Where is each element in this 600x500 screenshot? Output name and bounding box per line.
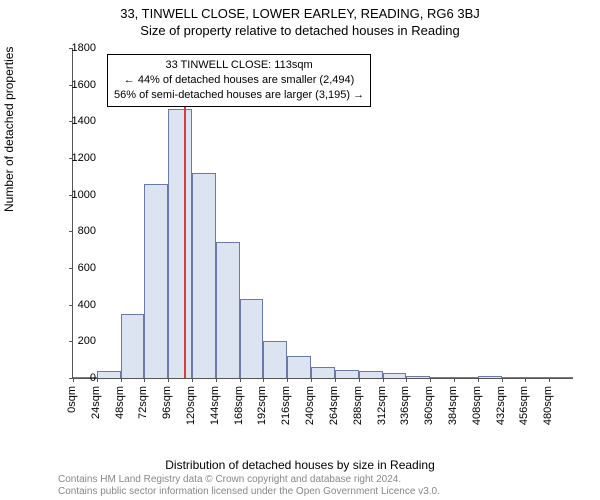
xtick-mark [97, 378, 98, 382]
histogram-bar [525, 377, 549, 378]
histogram-bar [502, 377, 526, 378]
xtick-mark [454, 378, 455, 382]
histogram-bar [383, 373, 407, 378]
histogram-bar [335, 370, 359, 378]
histogram-bar [263, 341, 287, 378]
xtick-mark [240, 378, 241, 382]
histogram-bar [192, 173, 216, 378]
chart-plot-area: 33 TINWELL CLOSE: 113sqm← 44% of detache… [72, 48, 573, 379]
xtick-label: 384sqm [447, 386, 459, 425]
xtick-label: 264sqm [328, 386, 340, 425]
xtick-mark [192, 378, 193, 382]
xtick-mark [359, 378, 360, 382]
xtick-label: 240sqm [304, 386, 316, 425]
xtick-mark [121, 378, 122, 382]
xtick-label: 480sqm [542, 386, 554, 425]
xtick-mark [383, 378, 384, 382]
histogram-bar [144, 184, 168, 378]
xtick-label: 216sqm [280, 386, 292, 425]
annotation-line1: 33 TINWELL CLOSE: 113sqm [114, 58, 364, 73]
xtick-label: 24sqm [90, 386, 102, 419]
histogram-bar [406, 376, 430, 378]
ytick-label: 800 [56, 225, 96, 237]
xtick-label: 456sqm [518, 386, 530, 425]
histogram-bar [549, 377, 573, 378]
xtick-label: 72sqm [137, 386, 149, 419]
histogram-bar [311, 367, 335, 378]
xtick-label: 120sqm [185, 386, 197, 425]
xtick-label: 48sqm [114, 386, 126, 419]
title-sub: Size of property relative to detached ho… [0, 21, 600, 38]
chart-container: 33, TINWELL CLOSE, LOWER EARLEY, READING… [0, 0, 600, 500]
xtick-label: 192sqm [256, 386, 268, 425]
credits-line1: Contains HM Land Registry data © Crown c… [58, 474, 440, 486]
property-marker-line [184, 85, 186, 378]
ytick-label: 0 [56, 372, 96, 384]
ytick-label: 1800 [56, 42, 96, 54]
histogram-bar [121, 314, 145, 378]
xtick-mark [430, 378, 431, 382]
histogram-bar [97, 371, 121, 378]
xtick-mark [168, 378, 169, 382]
histogram-bar [359, 371, 383, 378]
histogram-bar [240, 299, 264, 378]
histogram-bar [168, 109, 192, 379]
ytick-label: 1000 [56, 189, 96, 201]
xtick-mark [502, 378, 503, 382]
xtick-label: 408sqm [471, 386, 483, 425]
annotation-box: 33 TINWELL CLOSE: 113sqm← 44% of detache… [107, 54, 371, 107]
xtick-mark [478, 378, 479, 382]
xtick-mark [287, 378, 288, 382]
ytick-label: 1200 [56, 152, 96, 164]
xtick-label: 312sqm [376, 386, 388, 425]
ytick-label: 600 [56, 262, 96, 274]
histogram-bar [287, 356, 311, 378]
xtick-mark [216, 378, 217, 382]
xtick-label: 144sqm [209, 386, 221, 425]
xtick-mark [144, 378, 145, 382]
xtick-label: 168sqm [233, 386, 245, 425]
histogram-bar [216, 242, 240, 378]
xtick-label: 0sqm [66, 386, 78, 413]
xtick-label: 288sqm [352, 386, 364, 425]
histogram-bar [430, 377, 454, 378]
xtick-mark [335, 378, 336, 382]
annotation-line3: 56% of semi-detached houses are larger (… [114, 88, 364, 103]
ytick-label: 400 [56, 299, 96, 311]
xtick-mark [406, 378, 407, 382]
xtick-label: 432sqm [495, 386, 507, 425]
xtick-mark [311, 378, 312, 382]
credits-line2: Contains public sector information licen… [58, 486, 440, 498]
xtick-mark [525, 378, 526, 382]
xtick-label: 336sqm [399, 386, 411, 425]
annotation-line2: ← 44% of detached houses are smaller (2,… [114, 73, 364, 88]
xtick-label: 96sqm [161, 386, 173, 419]
xtick-mark [263, 378, 264, 382]
credits: Contains HM Land Registry data © Crown c… [58, 474, 440, 498]
xtick-mark [549, 378, 550, 382]
title-main: 33, TINWELL CLOSE, LOWER EARLEY, READING… [0, 0, 600, 21]
ytick-label: 200 [56, 335, 96, 347]
x-axis-label: Distribution of detached houses by size … [0, 458, 600, 472]
ytick-label: 1400 [56, 115, 96, 127]
histogram-bar [454, 377, 478, 378]
histogram-bar [478, 376, 502, 378]
ytick-label: 1600 [56, 79, 96, 91]
xtick-label: 360sqm [423, 386, 435, 425]
y-axis-label: Number of detached properties [2, 47, 16, 212]
